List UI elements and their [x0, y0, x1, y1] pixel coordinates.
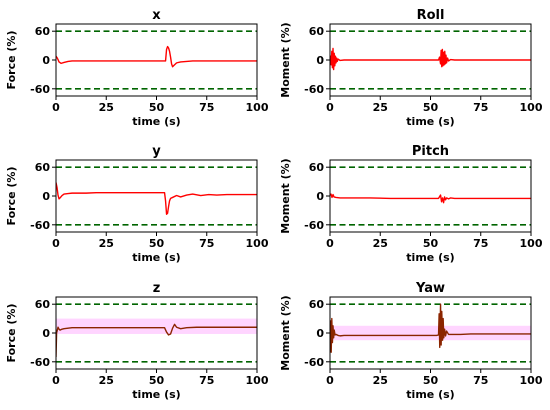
y-tick-label: -60 [304, 219, 324, 232]
data-series-line [56, 182, 257, 215]
y-tick-label: 60 [35, 25, 51, 38]
y-tick-label: -60 [30, 356, 50, 369]
x-tick-label: 75 [473, 374, 488, 387]
x-tick-label: 75 [473, 101, 488, 114]
x-tick-label: 100 [246, 237, 269, 250]
x-tick-label: 0 [326, 374, 334, 387]
x-tick-label: 50 [423, 101, 439, 114]
y-tick-label: 0 [42, 327, 50, 340]
x-axis-label: time (s) [132, 388, 180, 401]
y-tick-label: 60 [309, 161, 325, 174]
y-axis-label: Moment (%) [279, 295, 292, 370]
x-tick-label: 75 [199, 237, 214, 250]
data-series-line [56, 45, 257, 68]
x-tick-label: 25 [373, 101, 388, 114]
x-tick-label: 0 [52, 237, 60, 250]
y-tick-label: -60 [30, 219, 50, 232]
y-tick-label: 0 [316, 327, 324, 340]
y-axis-label: Force (%) [5, 304, 18, 363]
chart-title: y [152, 144, 161, 159]
x-tick-label: 50 [149, 374, 165, 387]
chart-title: Yaw [415, 281, 445, 296]
y-tick-label: 60 [309, 298, 325, 311]
x-tick-label: 100 [246, 101, 269, 114]
x-tick-label: 0 [52, 101, 60, 114]
y-tick-label: -60 [304, 356, 324, 369]
x-tick-label: 100 [520, 101, 543, 114]
y-tick-label: 60 [35, 298, 51, 311]
x-tick-label: 50 [423, 237, 439, 250]
y-tick-label: 60 [309, 25, 325, 38]
tolerance-band [330, 325, 531, 341]
x-tick-label: 50 [149, 237, 165, 250]
y-tick-label: 0 [42, 54, 50, 67]
y-axis-label: Moment (%) [279, 158, 292, 233]
y-tick-label: 0 [316, 190, 324, 203]
chart-title: Roll [417, 8, 445, 23]
x-tick-label: 100 [520, 237, 543, 250]
x-tick-label: 25 [373, 374, 388, 387]
chart-title: x [152, 8, 161, 23]
y-tick-label: 0 [316, 54, 324, 67]
x-tick-label: 0 [326, 101, 334, 114]
x-axis-label: time (s) [406, 115, 454, 128]
x-tick-label: 25 [99, 101, 114, 114]
y-axis-label: Force (%) [5, 167, 18, 226]
data-series-line [56, 323, 257, 358]
x-axis-label: time (s) [406, 251, 454, 264]
x-tick-label: 75 [473, 237, 488, 250]
x-tick-label: 50 [423, 374, 439, 387]
x-tick-label: 25 [99, 374, 114, 387]
x-axis-label: time (s) [132, 251, 180, 264]
y-tick-label: 0 [42, 190, 50, 203]
data-series-line [330, 303, 531, 353]
x-tick-label: 0 [52, 374, 60, 387]
plot-frame [55, 159, 258, 233]
y-tick-label: -60 [30, 83, 50, 96]
x-tick-label: 100 [520, 374, 543, 387]
x-axis-label: time (s) [132, 115, 180, 128]
plot-frame [55, 23, 258, 97]
plot-frame [329, 159, 532, 233]
x-tick-label: 25 [373, 237, 388, 250]
x-tick-label: 75 [199, 374, 214, 387]
x-tick-label: 0 [326, 237, 334, 250]
x-tick-label: 100 [246, 374, 269, 387]
y-axis-label: Force (%) [5, 31, 18, 90]
chart-title: Pitch [412, 144, 449, 159]
chart-title: z [153, 281, 161, 296]
y-tick-label: -60 [304, 83, 324, 96]
tolerance-band [56, 318, 257, 334]
x-tick-label: 25 [99, 237, 114, 250]
y-axis-label: Moment (%) [279, 22, 292, 97]
y-tick-label: 60 [35, 161, 51, 174]
x-tick-label: 50 [149, 101, 165, 114]
x-tick-label: 75 [199, 101, 214, 114]
x-axis-label: time (s) [406, 388, 454, 401]
data-series-line [330, 193, 531, 204]
data-series-line [330, 47, 531, 71]
